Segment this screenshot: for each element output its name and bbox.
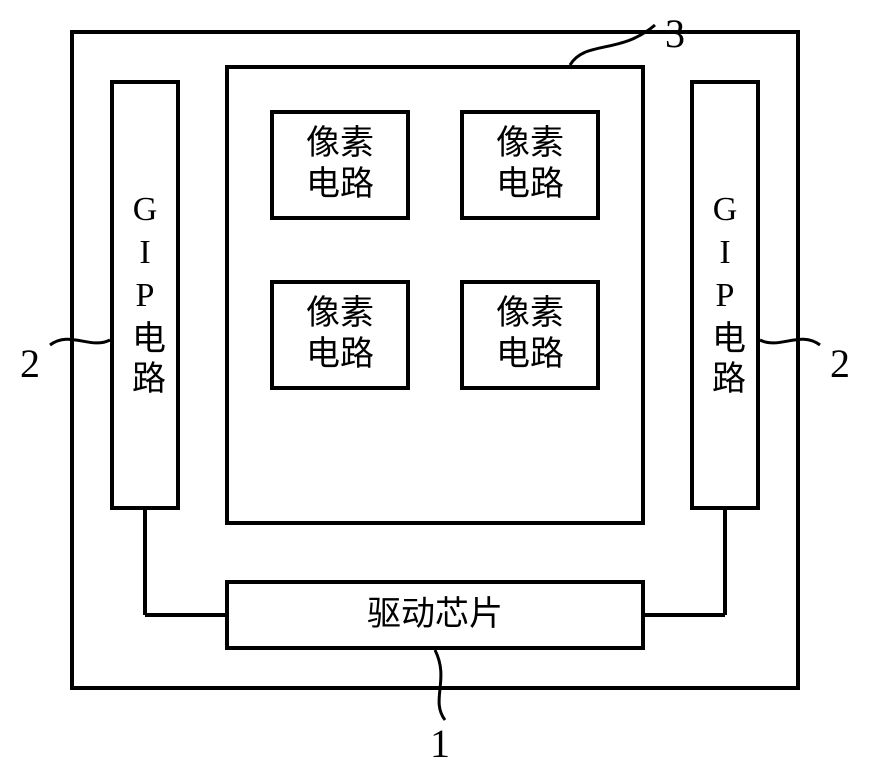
gip-right-label: GIP电路 bbox=[694, 84, 756, 506]
pixel-block: 像素电路 bbox=[270, 280, 410, 390]
pixel-block: 像素电路 bbox=[460, 280, 600, 390]
driver-chip-box: 驱动芯片 bbox=[225, 580, 645, 650]
driver-chip-label: 驱动芯片 bbox=[229, 584, 641, 646]
pixel-label: 像素电路 bbox=[274, 284, 406, 386]
pixel-label: 像素电路 bbox=[464, 114, 596, 216]
gip-left-box: GIP电路 bbox=[110, 80, 180, 510]
pixel-block: 像素电路 bbox=[460, 110, 600, 220]
callout-number: 2 bbox=[830, 340, 850, 387]
gip-left-label: GIP电路 bbox=[114, 84, 176, 506]
gip-right-box: GIP电路 bbox=[690, 80, 760, 510]
pixel-label: 像素电路 bbox=[274, 114, 406, 216]
callout-number: 3 bbox=[665, 10, 685, 57]
callout-number: 2 bbox=[20, 340, 40, 387]
callout-number: 1 bbox=[430, 720, 450, 767]
pixel-block: 像素电路 bbox=[270, 110, 410, 220]
pixel-label: 像素电路 bbox=[464, 284, 596, 386]
